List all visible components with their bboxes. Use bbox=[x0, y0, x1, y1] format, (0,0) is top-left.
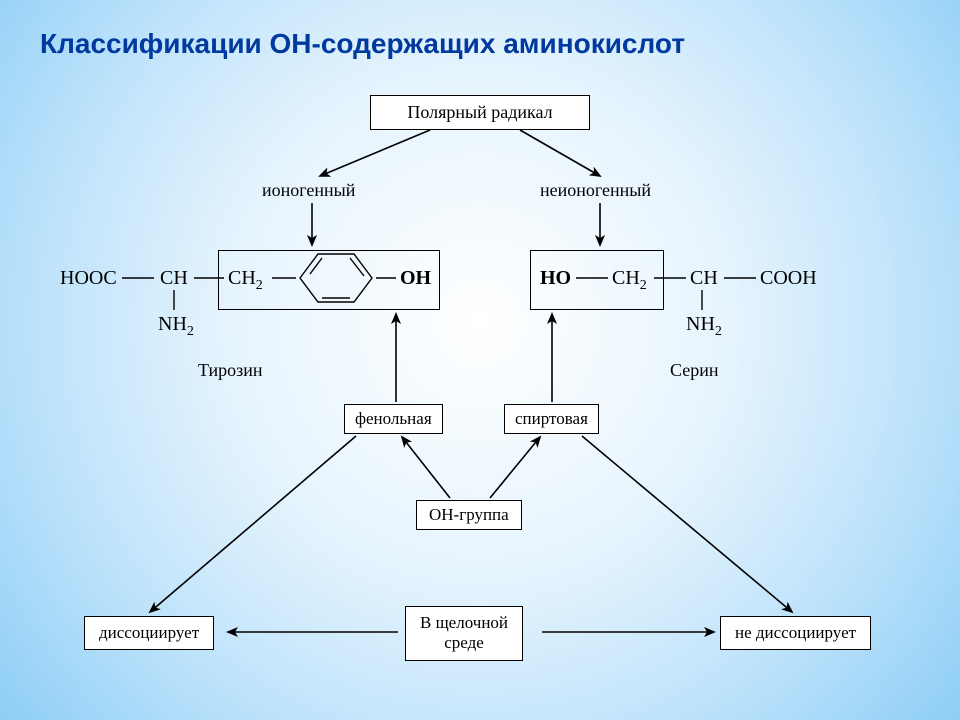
box-serine-frame bbox=[530, 250, 664, 310]
tyr-hooc: HOOC bbox=[60, 267, 117, 289]
tyr-ch: CH bbox=[160, 267, 188, 289]
chem-serine-nh2: NH2 bbox=[686, 314, 722, 339]
label-nonionogenic: неионогенный bbox=[540, 180, 651, 201]
page-title: Классификации ОН-содержащих аминокислот bbox=[40, 28, 685, 60]
label-serine: Серин bbox=[670, 360, 718, 381]
box-polar-radical: Полярный радикал bbox=[370, 95, 590, 130]
box-tyrosine-frame bbox=[218, 250, 440, 310]
ser-ch: CH bbox=[690, 267, 718, 289]
chem-serine-cooh: COOH bbox=[760, 268, 817, 288]
box-dissociates: диссоциирует bbox=[84, 616, 214, 650]
tyr-nh2-sub: 2 bbox=[187, 324, 194, 339]
box-oh-group: ОН-группа bbox=[416, 500, 522, 530]
box-not-dissociates: не диссоциирует bbox=[720, 616, 871, 650]
box-alkaline: В щелочной среде bbox=[405, 606, 523, 661]
chem-tyrosine-nh2: NH2 bbox=[158, 314, 194, 339]
ser-nh2: NH bbox=[686, 313, 715, 335]
tyr-nh2: NH bbox=[158, 313, 187, 335]
chem-serine-ch: CH bbox=[690, 268, 718, 288]
box-phenol: фенольная bbox=[344, 404, 443, 434]
chem-tyrosine: HOOC bbox=[60, 268, 117, 288]
label-ionogenic: ионогенный bbox=[262, 180, 355, 201]
chem-tyrosine-ch: CH bbox=[160, 268, 188, 288]
label-tyrosine: Тирозин bbox=[198, 360, 263, 381]
ser-nh2-sub: 2 bbox=[715, 324, 722, 339]
box-alcohol: спиртовая bbox=[504, 404, 599, 434]
ser-cooh: COOH bbox=[760, 267, 817, 289]
